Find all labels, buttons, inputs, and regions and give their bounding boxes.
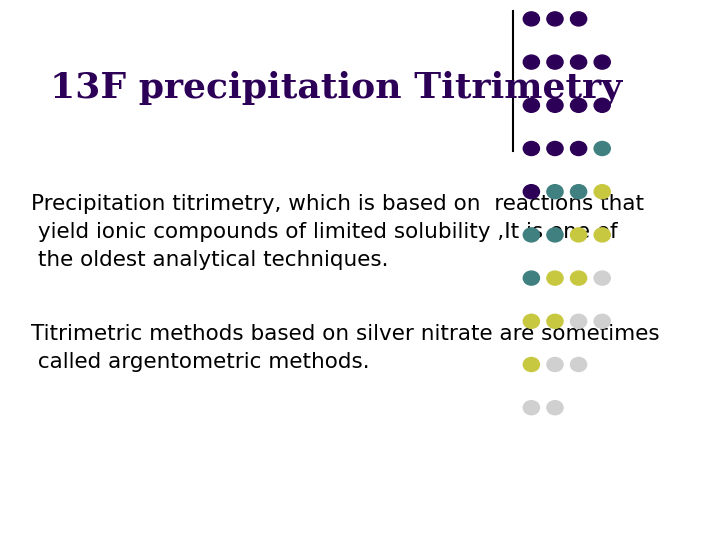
Text: Titrimetric methods based on silver nitrate are sometimes
 called argentometric : Titrimetric methods based on silver nitr… (31, 324, 660, 372)
Circle shape (547, 314, 563, 328)
Circle shape (547, 401, 563, 415)
Circle shape (570, 55, 587, 69)
Circle shape (594, 228, 611, 242)
Circle shape (547, 55, 563, 69)
Circle shape (547, 12, 563, 26)
Circle shape (523, 141, 539, 156)
Circle shape (523, 271, 539, 285)
Circle shape (594, 55, 611, 69)
Circle shape (594, 98, 611, 112)
Circle shape (570, 271, 587, 285)
Circle shape (523, 401, 539, 415)
Text: 13F precipitation Titrimetry: 13F precipitation Titrimetry (50, 70, 622, 105)
Circle shape (547, 357, 563, 372)
Circle shape (594, 314, 611, 328)
Circle shape (570, 185, 587, 199)
Text: Precipitation titrimetry, which is based on  reactions that
 yield ionic compoun: Precipitation titrimetry, which is based… (31, 194, 644, 271)
Circle shape (523, 55, 539, 69)
Circle shape (523, 12, 539, 26)
Circle shape (523, 357, 539, 372)
Circle shape (523, 314, 539, 328)
Circle shape (547, 141, 563, 156)
Circle shape (523, 98, 539, 112)
Circle shape (570, 228, 587, 242)
Circle shape (547, 98, 563, 112)
Circle shape (570, 12, 587, 26)
Circle shape (547, 271, 563, 285)
Circle shape (523, 185, 539, 199)
Circle shape (523, 228, 539, 242)
Circle shape (594, 271, 611, 285)
Circle shape (594, 185, 611, 199)
Circle shape (570, 357, 587, 372)
Circle shape (570, 98, 587, 112)
Circle shape (547, 185, 563, 199)
Circle shape (570, 141, 587, 156)
Circle shape (570, 314, 587, 328)
Circle shape (594, 141, 611, 156)
Circle shape (547, 228, 563, 242)
